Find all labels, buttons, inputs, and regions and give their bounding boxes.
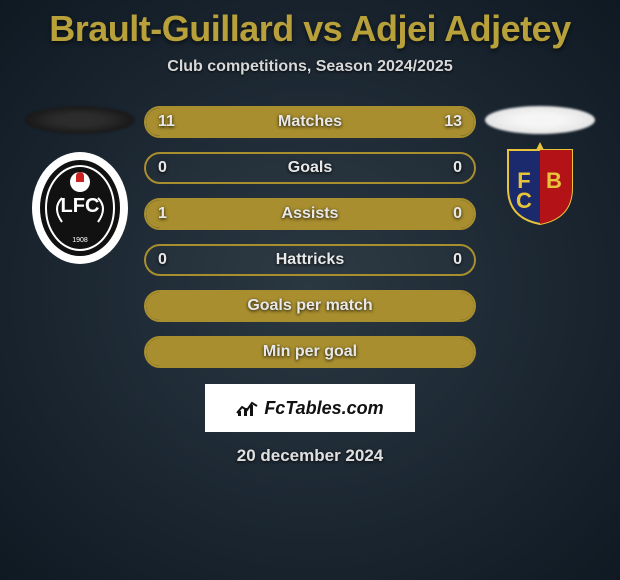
watermark-text: FcTables.com [264, 398, 383, 419]
chart-icon [236, 399, 258, 417]
stat-label: Goals [146, 159, 474, 177]
stat-label: Matches [146, 113, 474, 131]
right-player-column: F B C [480, 106, 600, 226]
stat-row: 10Assists [144, 198, 476, 230]
right-club-logo: F B C [492, 140, 588, 226]
svg-text:LFC: LFC [61, 195, 100, 217]
stat-label: Min per goal [146, 343, 474, 361]
basel-logo-icon: F B C [492, 140, 588, 226]
left-player-column: LFC 1908 [20, 106, 140, 264]
right-player-disc [485, 106, 595, 134]
svg-text:C: C [516, 188, 532, 213]
stat-row: Min per goal [144, 336, 476, 368]
date-label: 20 december 2024 [0, 446, 620, 466]
svg-text:1908: 1908 [72, 237, 88, 244]
stats-bars: 1113Matches 00Goals 10Assists 00Hattricks Go… [140, 106, 480, 368]
stat-row: 00Goals [144, 152, 476, 184]
comparison-content: LFC 1908 1113Matches 00Goals 10Assists 00Ha… [0, 106, 620, 368]
stat-label: Hattricks [146, 251, 474, 269]
left-club-logo: LFC 1908 [32, 152, 128, 264]
stat-label: Assists [146, 205, 474, 223]
page-title: Brault-Guillard vs Adjei Adjetey [0, 8, 620, 50]
svg-text:B: B [546, 168, 562, 193]
page-subtitle: Club competitions, Season 2024/2025 [0, 58, 620, 76]
left-player-disc [25, 106, 135, 134]
stat-label: Goals per match [146, 297, 474, 315]
stat-row: 1113Matches [144, 106, 476, 138]
stat-row: 00Hattricks [144, 244, 476, 276]
header: Brault-Guillard vs Adjei Adjetey Club co… [0, 0, 620, 76]
watermark: FcTables.com [205, 384, 415, 432]
lugano-logo-icon: LFC 1908 [32, 152, 128, 264]
stat-row: Goals per match [144, 290, 476, 322]
